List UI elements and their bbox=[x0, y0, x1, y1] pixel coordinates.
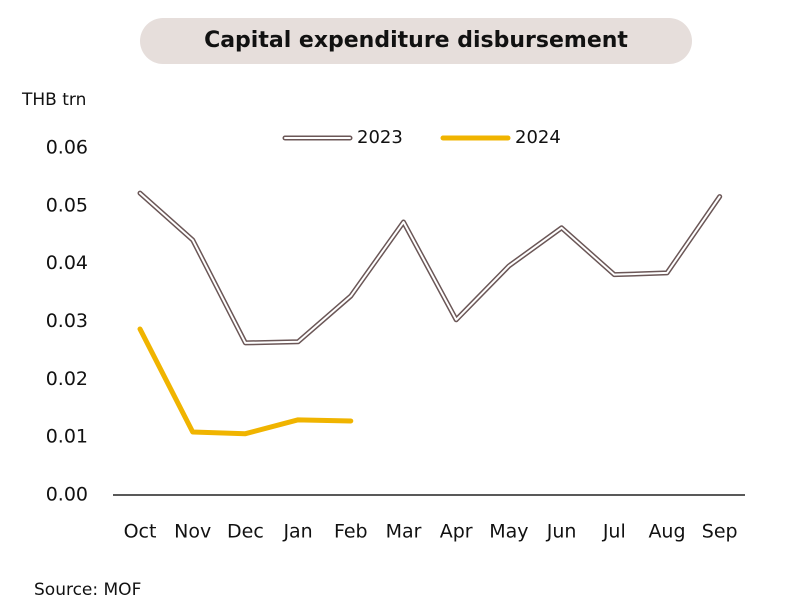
x-tick-label: Nov bbox=[174, 521, 211, 543]
y-tick-label: 0.00 bbox=[46, 484, 88, 506]
y-tick-label: 0.03 bbox=[46, 310, 88, 332]
y-axis-label: THB trn bbox=[21, 90, 86, 110]
x-tick-label: Feb bbox=[334, 521, 368, 543]
series-line bbox=[137, 190, 723, 346]
y-tick-label: 0.05 bbox=[46, 194, 88, 216]
x-tick-label: Mar bbox=[386, 521, 422, 543]
x-tick-label: Aug bbox=[648, 521, 685, 543]
y-tick-label: 0.06 bbox=[46, 137, 88, 159]
y-tick-label: 0.01 bbox=[46, 426, 88, 448]
x-tick-label: Jun bbox=[546, 521, 577, 543]
series-line-inner bbox=[139, 192, 721, 344]
y-tick-label: 0.04 bbox=[46, 252, 88, 274]
legend-label: 2024 bbox=[515, 127, 561, 148]
x-tick-label: Apr bbox=[440, 521, 473, 543]
x-tick-label: Sep bbox=[702, 521, 738, 543]
legend-label: 2023 bbox=[357, 127, 403, 148]
source: Source: MOF bbox=[34, 580, 141, 600]
title-pill bbox=[140, 18, 692, 64]
x-tick-label: May bbox=[489, 521, 528, 543]
chart-title: Capital expenditure disbursement bbox=[204, 28, 628, 53]
x-tick-label: Jul bbox=[602, 521, 626, 543]
x-tick-label: Dec bbox=[227, 521, 264, 543]
y-tick-label: 0.02 bbox=[46, 368, 88, 390]
x-tick-label: Jan bbox=[282, 521, 312, 543]
series-line bbox=[137, 326, 354, 437]
x-tick-label: Oct bbox=[124, 521, 157, 543]
